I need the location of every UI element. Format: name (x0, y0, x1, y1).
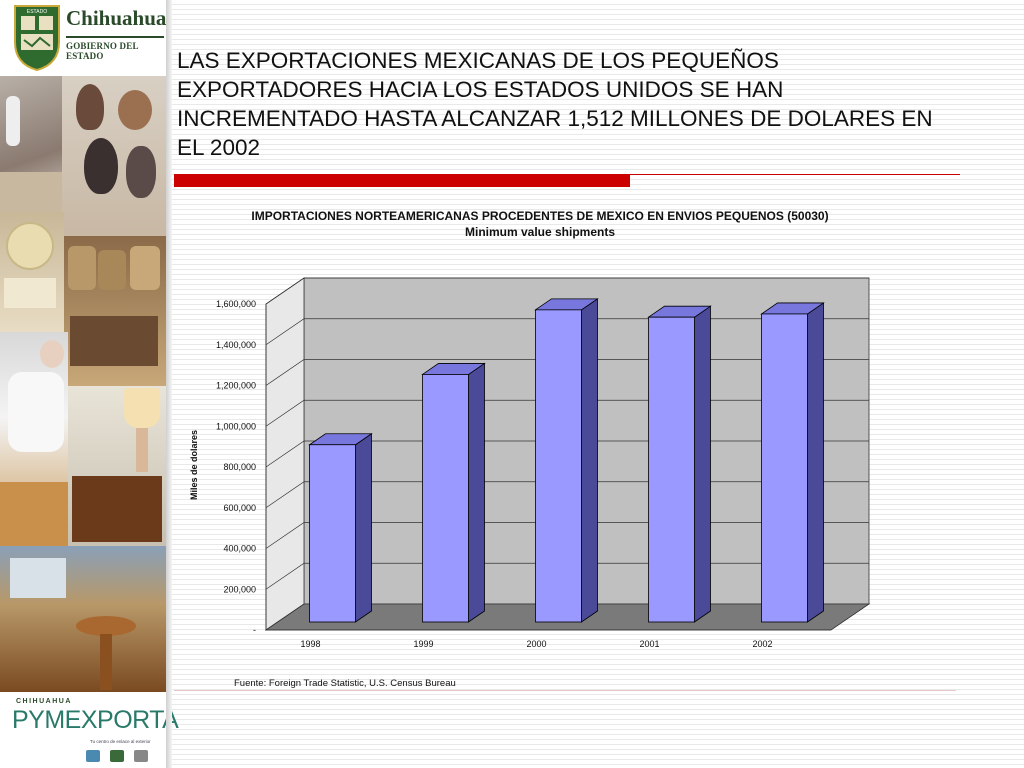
photo-baker (0, 332, 68, 546)
y-tick-label: 1,000,000 (216, 421, 256, 431)
bar-side (355, 432, 372, 623)
y-tick-label: 400,000 (223, 544, 256, 554)
red-divider-bar (174, 174, 630, 187)
bar-side (694, 305, 711, 623)
x-tick-label: 2001 (639, 639, 659, 649)
y-tick-label: 200,000 (223, 584, 256, 594)
partner-logo-icon (110, 750, 124, 762)
x-tick-label: 1998 (300, 639, 320, 649)
partner-logo-icon (86, 750, 100, 762)
y-tick-label: 1,200,000 (216, 381, 256, 391)
partner-logo-icon (134, 750, 148, 762)
bar (535, 309, 582, 623)
bar-side (468, 362, 485, 623)
pymexporta-name: PYMEXPORTA (12, 706, 179, 734)
y-tick-label: 600,000 (223, 503, 256, 513)
chihuahua-logo: ESTADO Chihuahua GOBIERNO DEL ESTADO (0, 0, 166, 76)
source-note: Fuente: Foreign Trade Statistic, U.S. Ce… (234, 678, 456, 689)
logo-name: Chihuahua (66, 6, 167, 30)
pymexporta-top-text: CHIHUAHUA (16, 698, 72, 705)
bar-side (581, 298, 598, 623)
y-tick-label: 1,400,000 (216, 340, 256, 350)
photo-cheese (0, 212, 64, 332)
gridline (265, 277, 869, 305)
bar (309, 444, 356, 623)
photo-dining-room (0, 546, 166, 692)
logo-divider (66, 36, 164, 38)
photo-lamp (68, 386, 166, 546)
red-divider-line (630, 174, 960, 175)
pymexporta-logo: CHIHUAHUA PYMEXPORTA Tu centro de enlace… (0, 692, 179, 768)
photo-pottery (62, 76, 166, 236)
sidebar: ESTADO Chihuahua GOBIERNO DEL ESTADO (0, 0, 179, 768)
bar (648, 316, 695, 623)
pymexporta-tagline: Tu centro de enlace al exterior (90, 739, 151, 744)
logo-subtitle: GOBIERNO DEL ESTADO (66, 41, 139, 61)
y-tick-label: - (253, 625, 256, 635)
slide-title: LAS EXPORTACIONES MEXICANAS DE LOS PEQUE… (177, 48, 933, 160)
shield-text: ESTADO (27, 9, 47, 15)
bar (761, 313, 808, 623)
y-tick-label: 800,000 (223, 462, 256, 472)
x-tick-label: 2002 (752, 639, 772, 649)
x-tick-label: 2000 (526, 639, 546, 649)
bar-chart: - 200,000 400,000 600,000 800,000 1,000,000 1,… (216, 277, 871, 649)
photo-baskets (64, 236, 166, 386)
y-tick-label: 1,600,000 (216, 299, 256, 309)
bottom-divider-line (174, 690, 956, 691)
y-axis-label: Miles de dolares (189, 429, 199, 501)
sidebar-shadow (166, 0, 172, 768)
photo-worker-kitchen (0, 76, 62, 212)
chart-title: IMPORTACIONES NORTEAMERICANAS PROCEDENTE… (251, 209, 829, 239)
state-shield-icon: ESTADO (14, 5, 60, 72)
x-tick-label: 1999 (413, 639, 433, 649)
bar (422, 374, 469, 623)
bar-side (807, 302, 824, 623)
